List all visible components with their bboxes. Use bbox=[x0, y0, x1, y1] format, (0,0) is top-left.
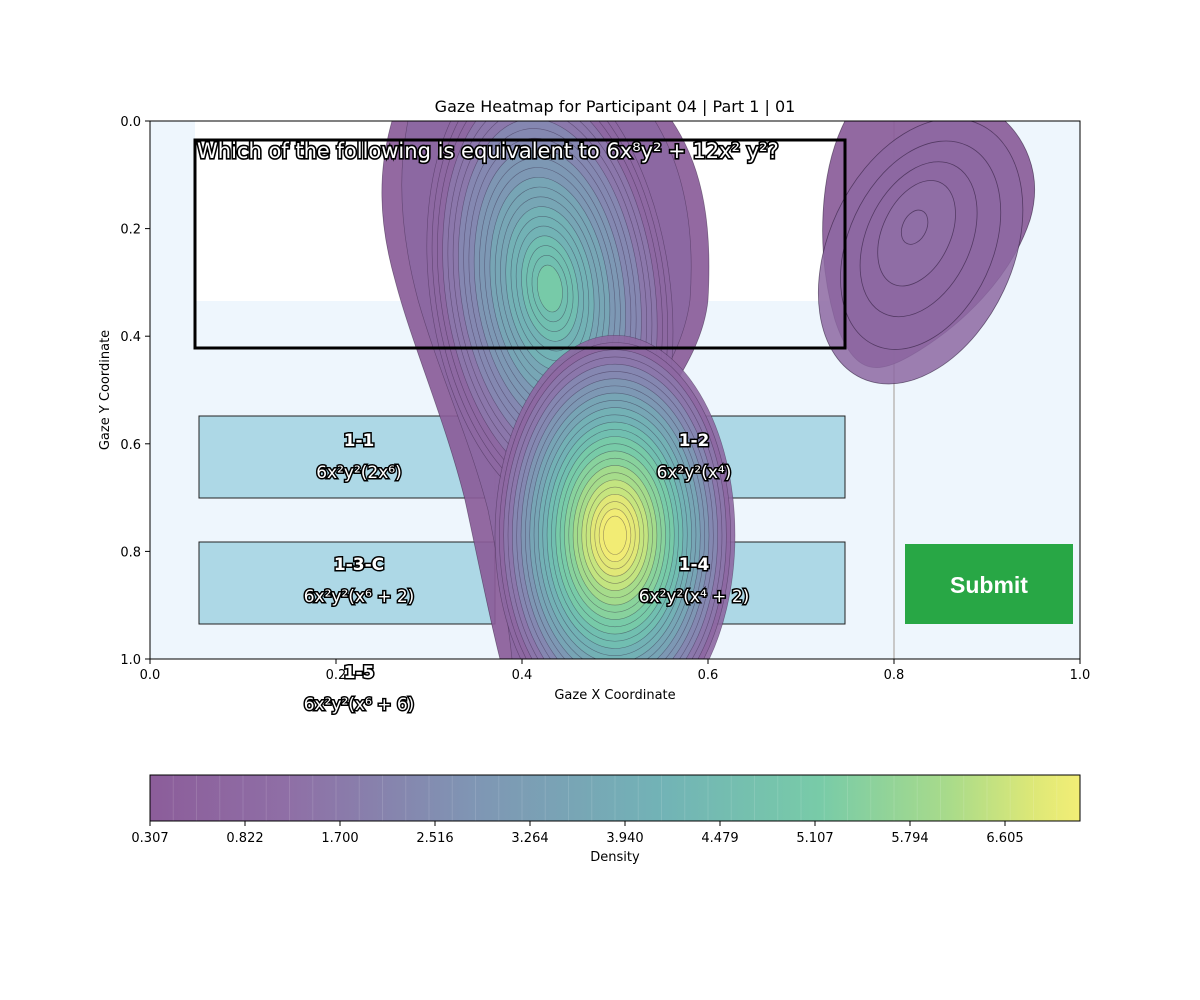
submit-button bbox=[905, 544, 1073, 624]
colorbar-tick-label: 1.700 bbox=[321, 831, 358, 846]
x-axis-ticks: 0.0 0.2 0.4 0.6 0.8 1.0 bbox=[140, 659, 1091, 683]
y-tick-label: 0.6 bbox=[120, 438, 141, 453]
x-tick-label: 0.8 bbox=[884, 668, 905, 683]
colorbar-tick-label: 5.794 bbox=[891, 831, 928, 846]
colorbar-tick-label: 4.479 bbox=[701, 831, 738, 846]
density-contour bbox=[900, 209, 929, 245]
submit-label: Submit bbox=[950, 572, 1028, 598]
option-label-1-2: 1-2 bbox=[679, 431, 710, 451]
colorbar-tick-label: 6.605 bbox=[986, 831, 1023, 846]
question-text: Which of the following is equivalent to … bbox=[197, 139, 779, 163]
density-contour bbox=[536, 264, 563, 313]
option-label-1-4: 1-4 bbox=[679, 555, 710, 575]
x-axis-label: Gaze X Coordinate bbox=[554, 688, 675, 703]
aoi-box-1-3-c bbox=[198, 541, 496, 625]
option-text-1-1: 6x²y²(2x⁶) bbox=[316, 463, 402, 483]
colorbar-tick-label: 5.107 bbox=[796, 831, 833, 846]
option-label-1-1: 1-1 bbox=[344, 431, 375, 451]
y-axis-ticks: 0.0 0.2 0.4 0.6 0.8 1.0 bbox=[120, 115, 150, 668]
x-tick-label: 0.4 bbox=[512, 668, 533, 683]
density-contour bbox=[603, 515, 627, 555]
y-tick-label: 1.0 bbox=[120, 653, 141, 668]
question-box-outline bbox=[193, 138, 847, 350]
option-text-1-3-c: 6x²y²(x⁶ + 2) bbox=[304, 587, 415, 607]
x-tick-label: 0.0 bbox=[140, 668, 161, 683]
colorbar bbox=[150, 775, 1080, 821]
density-contours bbox=[381, 121, 1035, 659]
plot-content bbox=[193, 121, 1073, 659]
x-tick-label: 0.6 bbox=[698, 668, 719, 683]
y-tick-label: 0.4 bbox=[120, 330, 141, 345]
option-label-1-3-c: 1-3-C bbox=[334, 555, 384, 575]
plot-frame bbox=[149, 120, 1081, 660]
y-tick-label: 0.8 bbox=[120, 545, 141, 560]
colorbar-tick-label: 3.264 bbox=[511, 831, 548, 846]
y-axis-label: Gaze Y Coordinate bbox=[98, 330, 113, 450]
y-tick-label: 0.0 bbox=[120, 115, 141, 130]
colorbar-tick-label: 0.822 bbox=[226, 831, 263, 846]
option-label-1-5: 1-5 bbox=[344, 663, 375, 683]
option-text-1-5: 6x²y²(x⁶ + 6) bbox=[304, 695, 415, 715]
colorbar-tick-label: 3.940 bbox=[606, 831, 643, 846]
chart-title: Gaze Heatmap for Participant 04 | Part 1… bbox=[435, 97, 796, 116]
colorbar-tick-label: 2.516 bbox=[416, 831, 453, 846]
x-tick-label: 0.2 bbox=[326, 668, 347, 683]
colorbar-tick-label: 0.307 bbox=[131, 831, 168, 846]
colorbar-frame bbox=[149, 774, 1081, 822]
option-text-1-4: 6x²y²(x⁴ + 2) bbox=[639, 587, 750, 607]
y-tick-label: 0.2 bbox=[120, 223, 141, 238]
colorbar-label: Density bbox=[590, 850, 640, 865]
x-tick-label: 1.0 bbox=[1070, 668, 1091, 683]
colorbar-ticks: 0.307 0.822 1.700 2.516 3.264 3.940 4.479 5.107… bbox=[131, 821, 1024, 846]
colorbar-bands bbox=[172, 775, 1058, 821]
option-text-1-2: 6x²y²(x⁴) bbox=[657, 463, 732, 483]
